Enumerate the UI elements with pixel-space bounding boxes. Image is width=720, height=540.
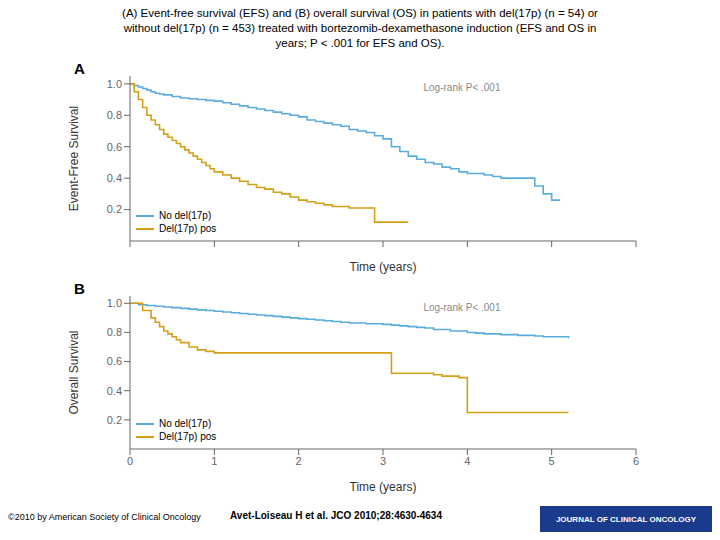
svg-text:0.8: 0.8 bbox=[107, 109, 122, 121]
html-text:A: A bbox=[74, 60, 85, 77]
html-text:©2010 by American Society of C: ©2010 by American Society of Clinical On… bbox=[8, 512, 201, 522]
svg-text:5: 5 bbox=[549, 455, 555, 467]
html-text:Log-rank P< .001: Log-rank P< .001 bbox=[423, 82, 501, 93]
svg-text:0.8: 0.8 bbox=[107, 326, 122, 338]
svg-text:Time (years): Time (years) bbox=[350, 480, 417, 494]
html-text:without del(17p) (n = 453) tre: without del(17p) (n = 453) treated with … bbox=[123, 22, 597, 34]
html-text:Del(17p) pos: Del(17p) pos bbox=[159, 431, 217, 442]
html-text:Del(17p) pos: Del(17p) pos bbox=[159, 223, 217, 234]
html-text:Log-rank P< .001: Log-rank P< .001 bbox=[423, 302, 501, 313]
svg-text:6: 6 bbox=[633, 455, 639, 467]
svg-text:1.0: 1.0 bbox=[107, 78, 122, 90]
svg-text:0.6: 0.6 bbox=[107, 355, 122, 367]
svg-text:0.6: 0.6 bbox=[107, 141, 122, 153]
html-text:B: B bbox=[74, 280, 85, 297]
svg-text:1: 1 bbox=[211, 455, 217, 467]
svg-text:0.4: 0.4 bbox=[107, 385, 122, 397]
html-text:Avet-Loiseau H et al. JCO 2010: Avet-Loiseau H et al. JCO 2010;28:4630-4… bbox=[230, 510, 442, 521]
svg-text:2: 2 bbox=[296, 455, 302, 467]
svg-text:4: 4 bbox=[464, 455, 470, 467]
html-text:No del(17p): No del(17p) bbox=[159, 210, 212, 221]
svg-text:0.2: 0.2 bbox=[107, 203, 122, 215]
html-text:No del(17p): No del(17p) bbox=[159, 418, 212, 429]
svg-text:1.0: 1.0 bbox=[107, 297, 122, 309]
svg-text:Time (years): Time (years) bbox=[350, 260, 417, 274]
svg-text:Event-Free Survival: Event-Free Survival bbox=[67, 106, 81, 211]
svg-text:0.4: 0.4 bbox=[107, 172, 122, 184]
svg-text:0: 0 bbox=[127, 455, 133, 467]
html-text:years; P < .001 for EFS and OS: years; P < .001 for EFS and OS). bbox=[275, 37, 445, 49]
svg-text:Overall Survival: Overall Survival bbox=[67, 330, 81, 414]
html-text:JOURNAL OF CLINICAL ONCOLOGY: JOURNAL OF CLINICAL ONCOLOGY bbox=[555, 514, 697, 524]
svg-text:0.2: 0.2 bbox=[107, 414, 122, 426]
svg-text:3: 3 bbox=[380, 455, 386, 467]
html-text:(A) Event-free survival (EFS): (A) Event-free survival (EFS) and (B) ov… bbox=[122, 7, 598, 19]
